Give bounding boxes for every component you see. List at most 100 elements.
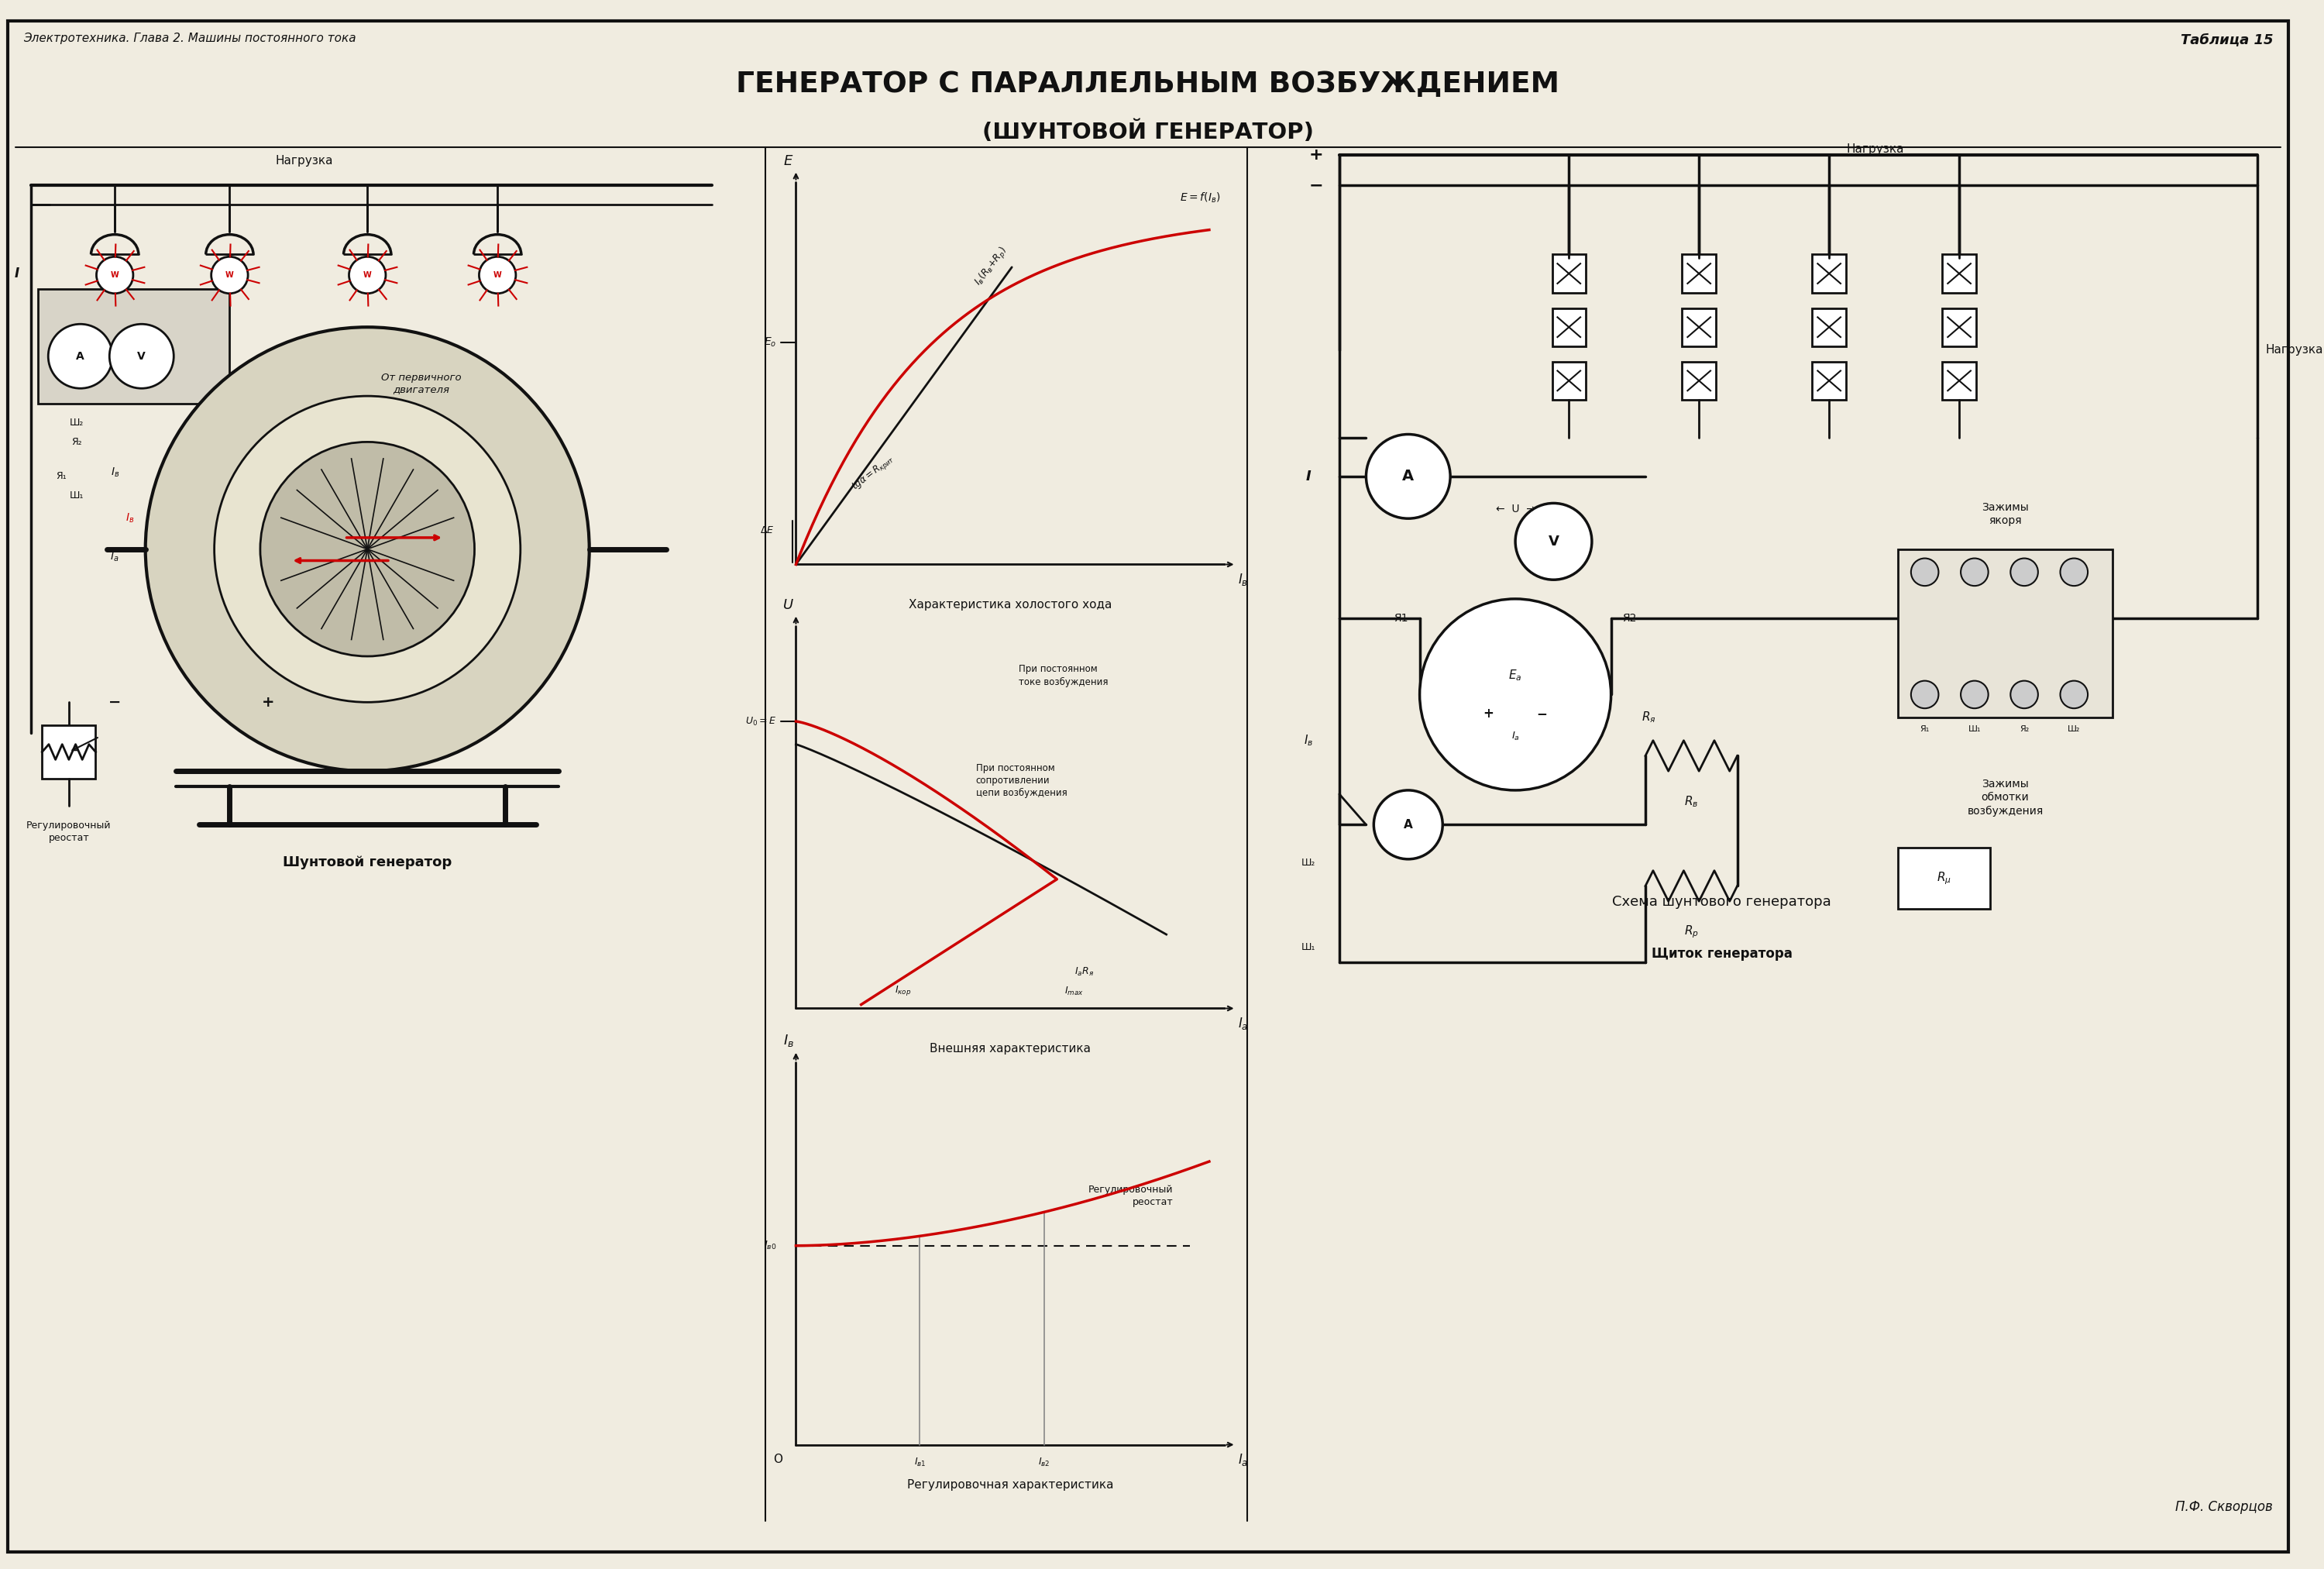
Circle shape [349,257,386,293]
Text: $I_{max}$: $I_{max}$ [1064,985,1083,996]
Bar [1943,308,1975,347]
Text: −: − [1536,706,1548,720]
Text: $I_в$: $I_в$ [112,466,119,479]
Text: Нагрузка: Нагрузка [2266,344,2324,356]
Circle shape [260,442,474,656]
Text: ГЕНЕРАТОР С ПАРАЛЛЕЛЬНЫМ ВОЗБУЖДЕНИЕМ: ГЕНЕРАТОР С ПАРАЛЛЕЛЬНЫМ ВОЗБУЖДЕНИЕМ [737,71,1559,99]
Text: $I_в(R_в{+}R_р)$: $I_в(R_в{+}R_р)$ [971,245,1011,289]
Text: При постоянном
токе возбуждения: При постоянном токе возбуждения [1018,664,1109,687]
Text: Я1: Я1 [1394,612,1408,623]
Text: Ш₂: Ш₂ [2068,725,2080,733]
Text: W: W [493,271,502,279]
Text: W: W [112,271,119,279]
Circle shape [211,257,249,293]
Text: $E_o$: $E_o$ [765,336,776,348]
Bar [1813,254,1845,293]
Text: O: O [774,1454,783,1465]
Text: Ш₁: Ш₁ [70,491,84,501]
Circle shape [1961,559,1989,585]
Text: $\Delta E$: $\Delta E$ [760,526,774,535]
Text: Характеристика холостого хода: Характеристика холостого хода [909,599,1111,610]
Circle shape [146,326,590,770]
Text: A: A [1401,469,1413,483]
Text: Щиток генератора: Щиток генератора [1652,948,1792,962]
Text: Я₁: Я₁ [56,471,67,482]
Text: $I_a$: $I_a$ [1511,731,1520,742]
Bar [1813,308,1845,347]
Text: При постоянном
сопротивлении
цепи возбуждения: При постоянном сопротивлении цепи возбуж… [976,763,1067,799]
Text: (ШУНТОВОЙ ГЕНЕРАТОР): (ШУНТОВОЙ ГЕНЕРАТОР) [983,121,1313,143]
Bar [37,289,230,403]
Text: $R_в$: $R_в$ [1685,794,1699,808]
Text: Регулировочный
реостат: Регулировочный реостат [1088,1185,1174,1208]
Text: $I_a$: $I_a$ [109,551,119,563]
Text: Ш₁: Ш₁ [1968,725,1980,733]
Bar [1899,847,1989,908]
Text: A: A [1404,819,1413,830]
Text: Ш₂: Ш₂ [1301,858,1315,868]
Text: $I_a$: $I_a$ [1239,1017,1248,1031]
Text: $E_a$: $E_a$ [1508,668,1522,683]
Bar [1813,361,1845,400]
Text: П.Ф. Скворцов: П.Ф. Скворцов [2175,1500,2273,1514]
Text: $I_{в2}$: $I_{в2}$ [1039,1456,1050,1469]
Bar [1552,361,1585,400]
Bar [1683,254,1715,293]
Bar [42,725,95,778]
Text: ←  U  →: ← U → [1497,504,1536,515]
Text: Ш₂: Ш₂ [70,417,84,428]
Circle shape [1961,681,1989,708]
Circle shape [214,395,521,703]
Text: +: + [1308,147,1325,163]
Text: Ш₁: Ш₁ [1301,941,1315,952]
Circle shape [2010,559,2038,585]
Text: A: A [77,351,84,361]
Text: От первичного
двигателя: От первичного двигателя [381,373,460,395]
Text: Шунтовой генератор: Шунтовой генератор [284,855,451,869]
Text: Схема шунтового генератора: Схема шунтового генератора [1613,894,1831,908]
Text: Зажимы
якоря: Зажимы якоря [1982,502,2029,526]
Text: Зажимы
обмотки
возбуждения: Зажимы обмотки возбуждения [1966,778,2043,816]
Circle shape [2010,681,2038,708]
Text: $tg\alpha=R_{крит}$: $tg\alpha=R_{крит}$ [851,452,897,493]
Circle shape [1420,599,1611,791]
Text: $I_в$: $I_в$ [1304,733,1313,748]
Text: $I_a R_я$: $I_a R_я$ [1074,967,1095,977]
Text: Я₂: Я₂ [2020,725,2029,733]
Text: W: W [363,271,372,279]
Text: Внешняя характеристика: Внешняя характеристика [930,1043,1090,1054]
Circle shape [1910,559,1938,585]
Text: $E=f(I_в)$: $E=f(I_в)$ [1181,191,1220,204]
Circle shape [1373,791,1443,860]
Text: E: E [783,154,792,168]
Bar [1943,361,1975,400]
Circle shape [49,325,112,389]
Circle shape [109,325,174,389]
Text: Я₁: Я₁ [1920,725,1929,733]
Text: Нагрузка: Нагрузка [277,155,332,166]
Text: $I_{в1}$: $I_{в1}$ [913,1456,925,1469]
Text: Я2: Я2 [1622,612,1636,623]
Text: −: − [1308,177,1325,193]
Text: $I_{кор}$: $I_{кор}$ [895,984,911,996]
Text: $R_я$: $R_я$ [1641,711,1657,725]
Text: Нагрузка: Нагрузка [1845,143,1903,155]
Text: Регулировочный
реостат: Регулировочный реостат [26,821,112,843]
Text: +: + [1483,706,1494,720]
Text: $R_р$: $R_р$ [1685,924,1699,940]
Text: $I_в$: $I_в$ [125,511,135,526]
Text: V: V [137,351,146,361]
Circle shape [2061,681,2087,708]
Bar [1552,254,1585,293]
Text: Регулировочная характеристика: Регулировочная характеристика [906,1480,1113,1491]
Bar [1899,549,2113,717]
Text: $I_в$: $I_в$ [783,1032,795,1048]
Text: $R_{\mu}$: $R_{\mu}$ [1936,871,1952,886]
Text: V: V [1548,535,1559,549]
Text: W: W [225,271,235,279]
Circle shape [95,257,132,293]
Bar [1683,308,1715,347]
Circle shape [1367,435,1450,518]
Circle shape [1515,504,1592,579]
Bar [1683,361,1715,400]
